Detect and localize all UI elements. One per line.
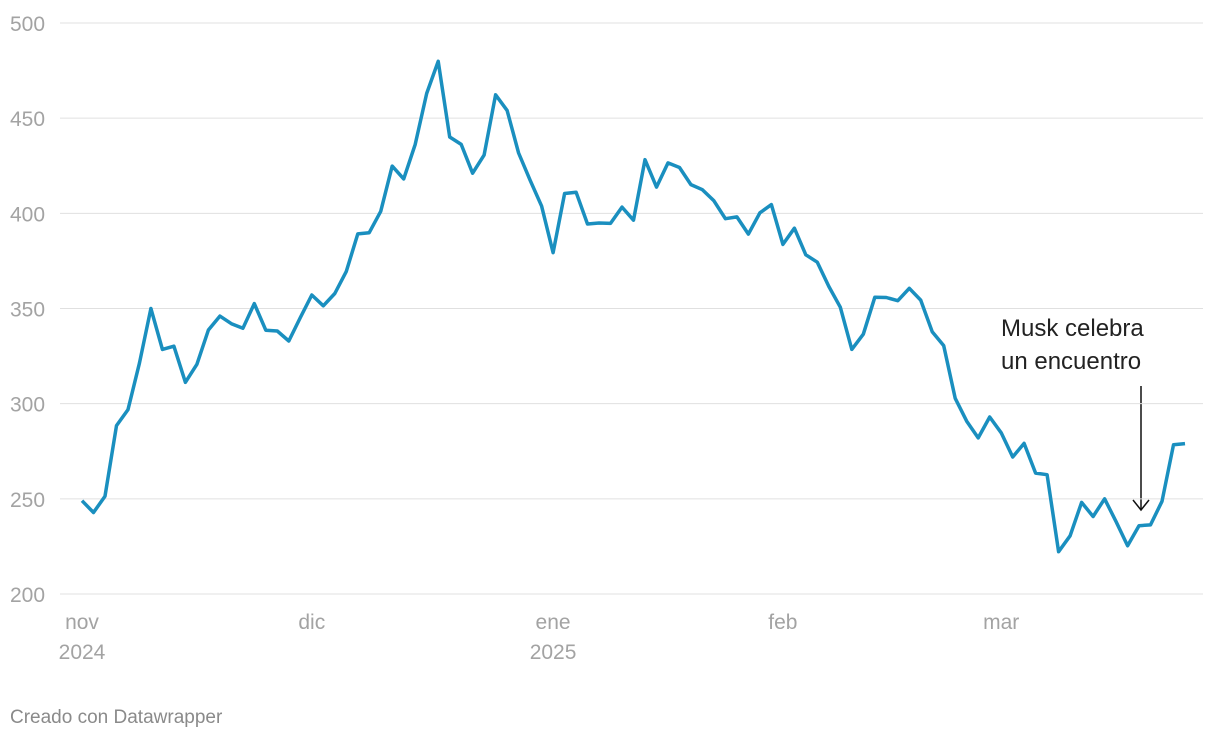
x-tick-label: mar [983, 611, 1019, 634]
annotation: un encuentro [1001, 348, 1141, 375]
y-tick-label: 200 [10, 584, 45, 607]
y-tick-label: 450 [10, 108, 45, 131]
x-tick-label: dic [298, 611, 325, 634]
y-tick-label: 500 [10, 13, 45, 36]
y-tick-label: 400 [10, 203, 45, 226]
x-tick-label: feb [768, 611, 797, 634]
x-tick-label: ene 2025 [530, 611, 577, 664]
footer: Creado con Datawrapper [10, 707, 223, 728]
x-tick-label: nov 2024 [59, 611, 106, 664]
annotation: Musk celebra [1001, 315, 1144, 342]
line [80, 59, 1186, 554]
y-tick-label: 350 [10, 299, 45, 322]
y-tick-label: 250 [10, 489, 45, 512]
y-tick-label: 300 [10, 394, 45, 417]
annotation-arrowhead [1132, 499, 1150, 512]
